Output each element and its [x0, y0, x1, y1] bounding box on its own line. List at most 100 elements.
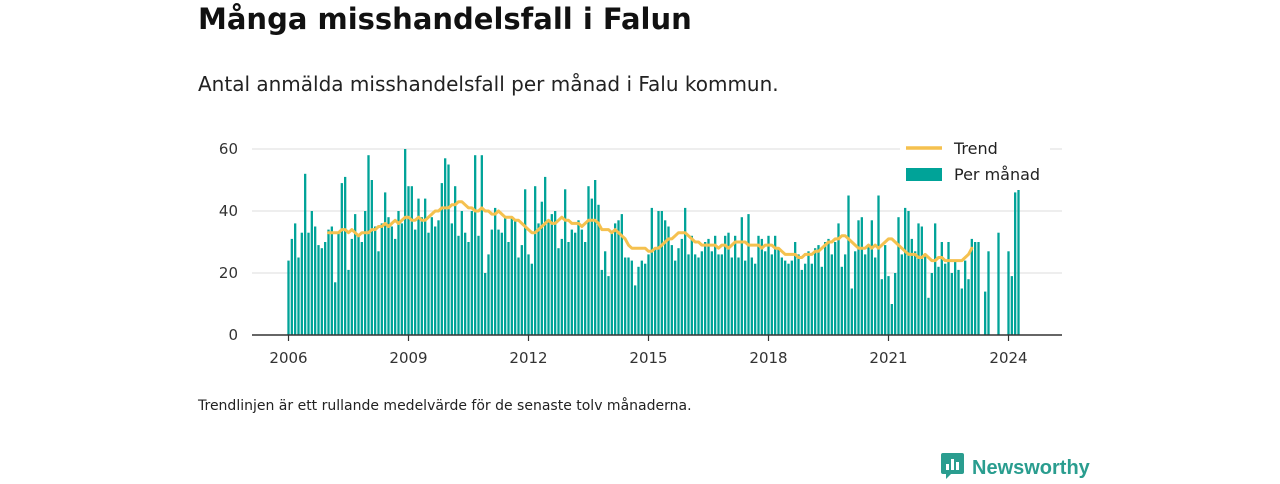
bar-month	[734, 235, 737, 335]
bar-month	[760, 238, 763, 335]
bar-month	[897, 217, 900, 335]
bar-month	[704, 242, 707, 335]
bar-month	[487, 254, 490, 335]
bar-month	[767, 235, 770, 335]
bar-month	[617, 220, 620, 335]
bar-month	[944, 263, 947, 335]
bar-month	[420, 217, 423, 335]
bar-month	[590, 198, 593, 335]
bar-month	[737, 257, 740, 335]
bar-month	[454, 186, 457, 335]
bar-month	[490, 229, 493, 335]
bar-month	[837, 223, 840, 335]
bar-month	[467, 242, 470, 335]
legend-bar-swatch	[906, 168, 942, 181]
bar-month	[530, 263, 533, 335]
bar-month	[924, 254, 927, 335]
bar-month	[884, 245, 887, 335]
bar-month	[687, 254, 690, 335]
bar-month	[547, 220, 550, 335]
bar-month	[307, 232, 310, 335]
bar-month	[370, 180, 373, 335]
bar-month	[360, 242, 363, 335]
bar-month	[407, 186, 410, 335]
bar-month	[880, 279, 883, 335]
bar-month	[567, 242, 570, 335]
bar-month	[877, 195, 880, 335]
bar-month	[510, 217, 513, 335]
bar-month	[987, 251, 990, 335]
bar-month	[564, 189, 567, 335]
bar-month	[810, 263, 813, 335]
bar-month	[660, 211, 663, 335]
bar-month	[457, 235, 460, 335]
bar-month	[584, 242, 587, 335]
bar-month	[690, 235, 693, 335]
bar-month	[384, 192, 387, 335]
bar-month	[534, 186, 537, 335]
bar-month	[410, 186, 413, 335]
bar-month	[917, 223, 920, 335]
bar-month	[450, 223, 453, 335]
bar-month	[347, 269, 350, 335]
bar-month	[404, 149, 407, 335]
bar-month	[587, 186, 590, 335]
bar-month	[1014, 192, 1017, 335]
bar-month	[500, 232, 503, 335]
bar-month	[460, 211, 463, 335]
y-tick-label: 20	[219, 264, 238, 282]
bar-month	[464, 232, 467, 335]
brand-logo[interactable]: Newsworthy	[940, 452, 1090, 484]
bar-month	[604, 251, 607, 335]
bar-month	[930, 273, 933, 335]
bar-month	[970, 238, 973, 335]
legend-bar-label: Per månad	[954, 165, 1040, 184]
bar-month	[860, 217, 863, 335]
bar-month	[940, 242, 943, 335]
bar-month	[697, 257, 700, 335]
bar-month	[814, 248, 817, 335]
bar-month	[670, 245, 673, 335]
x-tick-label: 2015	[629, 349, 667, 367]
bar-month	[340, 183, 343, 335]
bar-month	[417, 198, 420, 335]
bar-month	[580, 229, 583, 335]
bar-month	[724, 235, 727, 335]
bar-month	[934, 223, 937, 335]
bar-month	[717, 254, 720, 335]
bar-month	[600, 269, 603, 335]
bar-month	[557, 248, 560, 335]
bar-month	[324, 242, 327, 335]
bar-month	[650, 207, 653, 335]
bar-month	[874, 257, 877, 335]
bars-per-month	[287, 149, 1020, 335]
x-tick-label: 2012	[509, 349, 547, 367]
bar-month	[377, 251, 380, 335]
bar-month	[764, 251, 767, 335]
bar-month	[640, 260, 643, 335]
bar-month	[304, 173, 307, 335]
bar-month	[480, 155, 483, 335]
bar-month	[364, 211, 367, 335]
bar-month	[504, 217, 507, 335]
bar-month	[794, 242, 797, 335]
bar-month	[434, 226, 437, 335]
trend-line-group	[327, 200, 974, 263]
bar-month	[957, 269, 960, 335]
bar-month	[920, 226, 923, 335]
bar-month	[1017, 164, 1020, 335]
bar-month	[977, 242, 980, 335]
bar-month	[354, 214, 357, 335]
bar-month	[290, 238, 293, 335]
bar-month	[967, 279, 970, 335]
legend-trend-label: Trend	[953, 139, 998, 158]
bar-month	[830, 254, 833, 335]
bar-month	[780, 257, 783, 335]
bar-month	[570, 229, 573, 335]
bar-month	[440, 183, 443, 335]
bar-month	[890, 304, 893, 335]
bar-month	[620, 214, 623, 335]
chart-subtitle: Antal anmälda misshandelsfall per månad …	[198, 72, 779, 96]
bar-month	[817, 245, 820, 335]
bar-month	[447, 164, 450, 335]
